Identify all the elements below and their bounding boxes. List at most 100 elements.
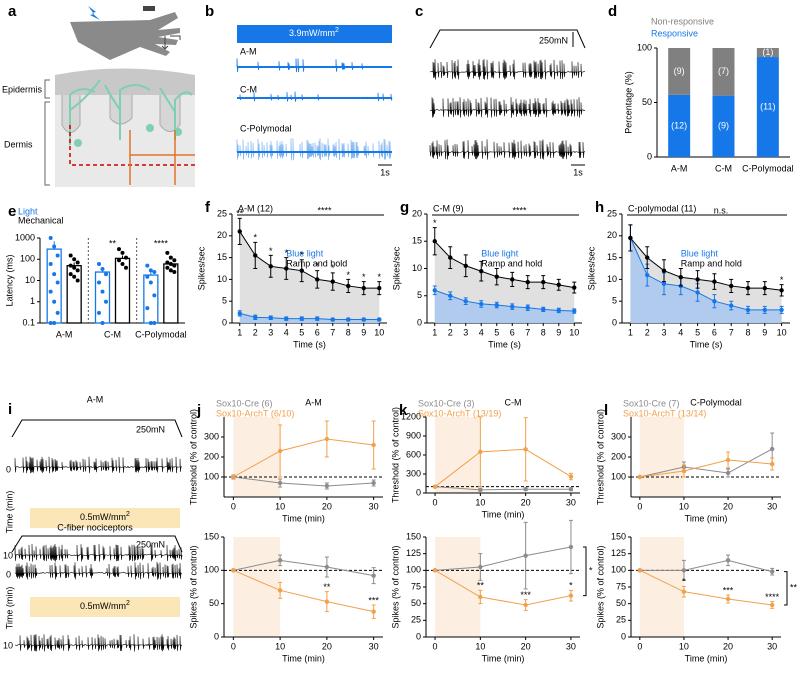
data-point (168, 261, 173, 266)
y-tick-label: 5 (222, 296, 227, 306)
legend-entry: Mechanical (18, 215, 64, 225)
force-label: 250mN (539, 35, 568, 45)
data-point (478, 594, 483, 600)
light-text: 0.5mW/mm (80, 601, 126, 611)
area (239, 313, 380, 323)
point-label: * (433, 218, 437, 228)
x-tick-label: 6 (510, 327, 515, 337)
data-point (231, 568, 236, 573)
y-tick-label: 0 (612, 317, 617, 327)
data-point (523, 553, 528, 558)
panel-letter: i (8, 401, 12, 418)
data-point (463, 299, 468, 304)
x-tick-label: 0 (637, 641, 642, 651)
data-point (523, 447, 528, 452)
x-tick-label: 5 (494, 327, 499, 337)
data-point (478, 564, 483, 570)
legend-entry: Responsive (651, 28, 698, 38)
x-tick-label: 10 (679, 501, 689, 511)
legend-entry: Sox10-ArchT (13/14) (623, 408, 706, 418)
panel-letter: l (604, 402, 608, 419)
y-tick-label: 0 (416, 631, 421, 641)
significance: **** (512, 205, 527, 215)
count-label: (1) (762, 47, 773, 57)
data-point (97, 310, 101, 315)
y-tick-label: 15 (607, 252, 617, 262)
cell (174, 128, 182, 136)
y-tick-label: 1200 (401, 411, 421, 421)
data-point (725, 457, 731, 463)
cell (74, 139, 82, 147)
x-tick-label: C-Polymodal (742, 163, 794, 173)
x-tick-label: A-M (56, 329, 73, 339)
nerve-endings (69, 79, 193, 145)
bracket-label: * (589, 566, 593, 576)
data-point (145, 274, 150, 279)
chart-title: C-polymodal (11) (628, 203, 696, 213)
point-label: **** (765, 592, 780, 602)
point-label: * (346, 270, 350, 280)
x-tick-label: 6 (712, 327, 717, 337)
data-point (725, 596, 731, 602)
data-point (541, 279, 546, 285)
y-axis-label: Percentage (%) (623, 71, 633, 134)
nerve-c (129, 130, 195, 185)
bracket-label: ** (790, 583, 798, 593)
x-tick-label: 0 (231, 501, 236, 511)
data-point (371, 442, 376, 448)
data-point (681, 468, 687, 474)
y-tick-label: 5 (417, 290, 422, 300)
scale-label: 1s (380, 167, 390, 177)
y-tick-label: 10 (217, 274, 227, 284)
data-point (769, 446, 775, 452)
x-tick-label: 1 (432, 327, 437, 337)
time-axis-label: Time (min) (4, 587, 14, 630)
y-axis-label: Spikes (% of control) (188, 545, 198, 628)
data-point (48, 236, 53, 240)
data-point (237, 229, 242, 234)
data-point (152, 321, 157, 325)
time-label: 0 (6, 569, 11, 579)
data-point (432, 288, 437, 293)
data-point (463, 263, 468, 268)
x-tick-label: 9 (556, 327, 561, 337)
x-tick-label: C-M (104, 329, 121, 339)
point-label: * (362, 272, 366, 282)
data-point (478, 487, 483, 493)
legend-entry: Sox10-Cre (6) (216, 398, 273, 408)
x-tick-label: 7 (729, 327, 734, 337)
data-point (769, 569, 775, 574)
data-point (523, 487, 528, 492)
y-tick-label: 10 (412, 263, 422, 273)
data-point (315, 316, 320, 321)
data-point (48, 261, 53, 266)
y-tick-label: 25 (411, 615, 421, 625)
x-tick-label: 20 (723, 641, 733, 651)
data-point (120, 250, 125, 255)
x-tick-label: 7 (525, 327, 530, 337)
panel-letter: a (8, 3, 17, 20)
bar-segment (712, 95, 735, 157)
x-axis-label: Time (s) (690, 339, 723, 349)
y-tick-label: 100 (637, 42, 652, 52)
trace-label: C-M (240, 84, 257, 94)
significance: **** (154, 238, 169, 248)
trace (14, 456, 183, 474)
significance: **** (317, 205, 332, 215)
x-tick-label: 30 (566, 641, 576, 651)
point-label: ** (236, 209, 244, 219)
significance: ** (109, 238, 117, 248)
x-tick-label: 0 (433, 497, 438, 507)
x-tick-label: 10 (569, 327, 579, 337)
data-point (725, 470, 731, 476)
data-point (346, 283, 351, 289)
light-exponent: 2 (126, 511, 130, 518)
probe (143, 6, 155, 11)
x-axis-label: Time (min) (282, 513, 325, 523)
data-point (568, 474, 574, 479)
trace (14, 544, 183, 562)
bar (94, 271, 111, 324)
x-tick-label: 4 (479, 327, 484, 337)
light-text: 0.5mW/mm (80, 512, 126, 522)
